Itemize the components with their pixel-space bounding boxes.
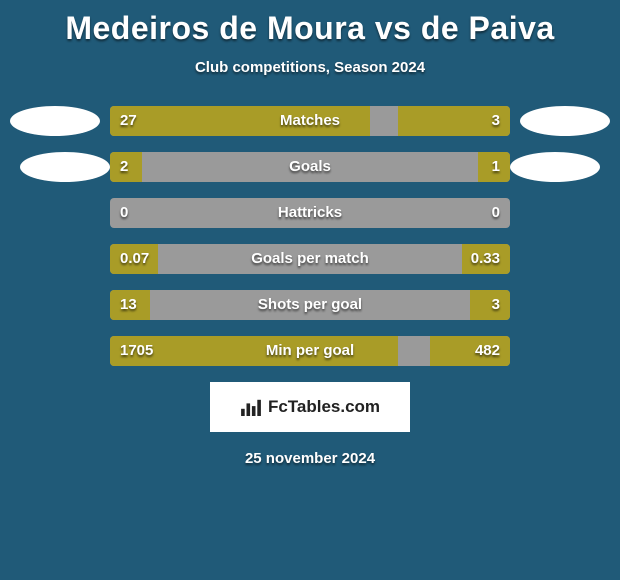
stat-row: Min per goal1705482 [0,336,620,366]
player-placeholder-left [10,106,100,136]
date-label: 25 november 2024 [0,450,620,467]
bar-track [110,336,510,366]
page-title: Medeiros de Moura vs de Paiva [0,0,620,47]
bar-left [110,290,150,320]
bar-track [110,244,510,274]
logo-text: FcTables.com [268,397,380,417]
logo-box: FcTables.com [210,382,410,432]
bar-right [398,106,510,136]
bar-right [430,336,510,366]
bar-left [110,336,398,366]
player-placeholder-right [510,152,600,182]
stat-row: Goals per match0.070.33 [0,244,620,274]
bar-track [110,290,510,320]
bar-left [110,244,158,274]
bar-track [110,106,510,136]
subtitle: Club competitions, Season 2024 [0,59,620,76]
bar-chart-icon [240,398,262,416]
bar-right [462,244,510,274]
bar-right [478,152,510,182]
player-placeholder-right [520,106,610,136]
stat-row: Hattricks00 [0,198,620,228]
player-placeholder-left [20,152,110,182]
bar-left [110,152,142,182]
stat-row: Shots per goal133 [0,290,620,320]
bar-track [110,198,510,228]
comparison-chart: Matches273Goals21Hattricks00Goals per ma… [0,106,620,366]
bar-track [110,152,510,182]
bar-right [470,290,510,320]
bar-left [110,106,370,136]
